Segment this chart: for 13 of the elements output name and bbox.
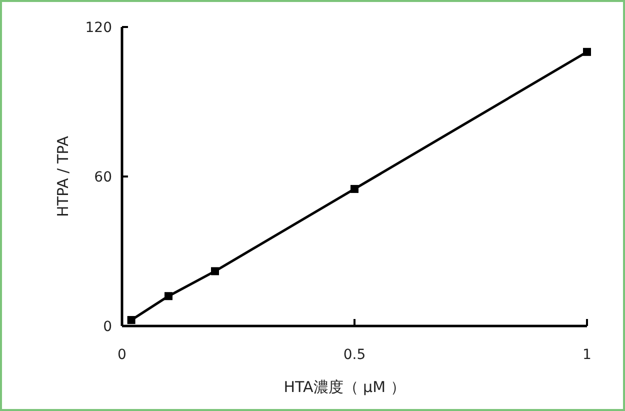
y-axis-title: HTPA / TPA <box>54 135 72 217</box>
point <box>350 184 358 193</box>
point <box>164 292 172 300</box>
x-axis-title: HTA濃度（ μM ） <box>284 378 406 396</box>
point <box>583 48 591 56</box>
y-tick-label: 0 <box>103 319 112 335</box>
x-tick-label: 1 <box>582 347 592 363</box>
x-tick-label: 0 <box>118 347 126 363</box>
y-tick-label: 60 <box>94 170 112 186</box>
point <box>127 316 136 324</box>
point <box>211 267 219 276</box>
x-tick-label: 0.5 <box>343 347 366 363</box>
y-tick-label: 120 <box>85 20 112 36</box>
